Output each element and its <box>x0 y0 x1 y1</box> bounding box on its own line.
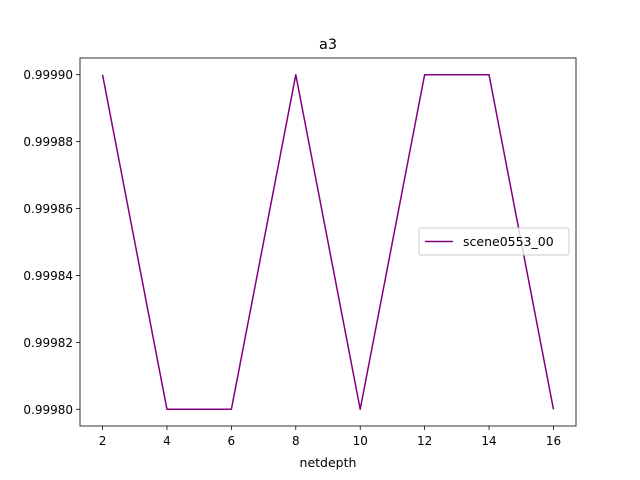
x-tick-label: 10 <box>353 434 368 448</box>
series-line-0 <box>101 73 555 411</box>
x-tick-label: 14 <box>481 434 496 448</box>
axes-frame <box>79 57 577 427</box>
x-tick-label: 4 <box>163 434 171 448</box>
plot-area: 2 4 6 8 10 12 14 16 0.99980 0.99982 0.99984 0.99986… <box>23 57 577 448</box>
x-tick-label: 16 <box>546 434 561 448</box>
y-tick-label: 0.99988 <box>23 135 73 149</box>
y-tick-label: 0.99982 <box>23 336 73 350</box>
x-tick-label: 12 <box>417 434 432 448</box>
x-tick-label: 6 <box>228 434 236 448</box>
y-tick-label: 0.99984 <box>23 269 73 283</box>
y-tick-label: 0.99980 <box>23 403 73 417</box>
legend-label: scene0553_00 <box>463 234 554 249</box>
x-tick-label: 2 <box>99 434 107 448</box>
y-tick-label: 0.99986 <box>23 202 73 216</box>
y-tick-label: 0.99990 <box>23 68 73 82</box>
x-axis-label: netdepth <box>300 455 357 470</box>
x-tick-label: 8 <box>292 434 300 448</box>
legend: scene0553_00 <box>418 227 570 256</box>
chart-title: a3 <box>319 37 337 53</box>
legend-box <box>418 227 570 256</box>
